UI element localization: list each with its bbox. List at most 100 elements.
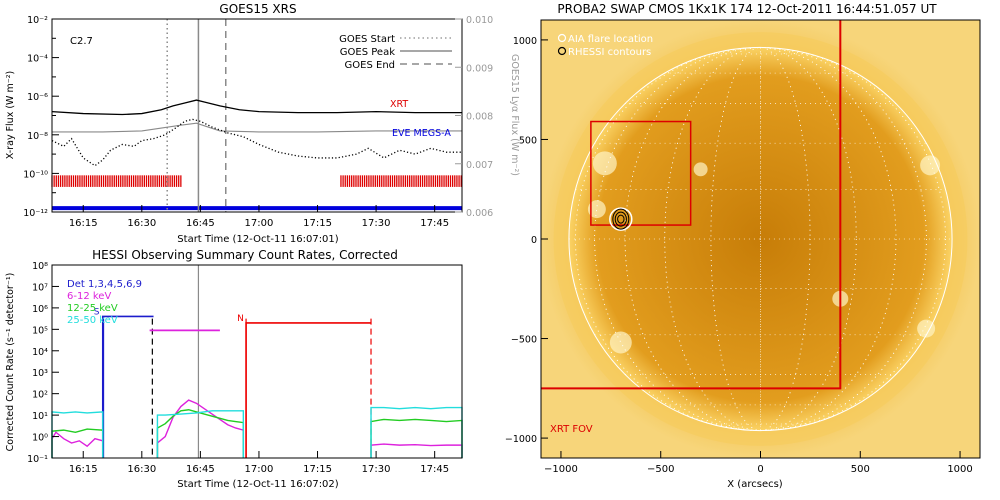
goes-xtick-label: 17:45 bbox=[420, 218, 449, 229]
hessi-ytick-label: 10³ bbox=[32, 368, 48, 379]
goes-short-line bbox=[52, 122, 462, 133]
hessi-xtick-label: 17:30 bbox=[362, 464, 391, 475]
swap-ytick-label: 1000 bbox=[513, 36, 537, 47]
goes-ylabel-right: GOES15 Lyα Flux (W m⁻²) bbox=[509, 54, 520, 176]
goes-xtick-label: 16:45 bbox=[186, 218, 215, 229]
hessi-legend-12-25: 12-25 keV bbox=[67, 303, 118, 314]
hessi-panel: HESSI Observing Summary Count Rates, Cor… bbox=[5, 248, 463, 490]
goes-xtick-label: 16:30 bbox=[127, 218, 156, 229]
goes-ytick-right-label: 0.008 bbox=[466, 112, 493, 123]
rhessi-contour bbox=[614, 211, 627, 227]
goes-plot-area: 10⁻¹² 10⁻¹⁰ 10⁻⁸ 10⁻⁶ 10⁻⁴ 10⁻² 0.006 0.007 0.00… bbox=[23, 15, 493, 229]
hessi-ytick-label: 10⁴ bbox=[32, 347, 48, 358]
hessi-plot-area: S N 10⁻¹ 10⁰ 10¹ 10² 10³ 10⁴ 10⁵ 10⁶ 10⁷ 10⁸ 16:15 16… bbox=[27, 261, 463, 475]
hessi-ytick-label: 10² bbox=[32, 390, 48, 401]
goes-panel: GOES15 XRS 10⁻¹² 10⁻¹⁰ 10⁻⁸ 10⁻⁶ 10⁻⁴ 10⁻² 0.0… bbox=[5, 2, 520, 245]
goes-legend: GOES Start GOES Peak GOES End bbox=[339, 34, 452, 71]
goes-xtick-label: 17:00 bbox=[245, 218, 274, 229]
hessi-ytick-label: 10⁸ bbox=[32, 261, 48, 272]
goes-ylabel: X-ray Flux (W m⁻²) bbox=[5, 71, 16, 160]
goes-class-label: C2.7 bbox=[70, 36, 93, 47]
hessi-ytick-label: 10⁶ bbox=[32, 304, 48, 315]
hessi-xtick-label: 17:45 bbox=[420, 464, 449, 475]
swap-image-area: −1000 −500 0 500 1000 −1000 −500 0 500 1000 bbox=[505, 19, 981, 475]
hessi-25-50-line bbox=[370, 406, 463, 458]
swap-xrt-fov-label: XRT FOV bbox=[550, 424, 593, 435]
swap-legend-aia-marker bbox=[557, 33, 567, 43]
swap-xtick-label: −1000 bbox=[544, 464, 578, 475]
hessi-xtick-label: 16:15 bbox=[69, 464, 98, 475]
swap-xtick-label: 500 bbox=[851, 464, 870, 475]
hessi-xtick-label: 17:15 bbox=[303, 464, 332, 475]
goes-legend-end: GOES End bbox=[345, 60, 395, 71]
goes-ytick-right-label: 0.010 bbox=[466, 15, 493, 26]
aia-flare-location bbox=[609, 207, 633, 231]
goes-xtick-label: 17:30 bbox=[362, 218, 391, 229]
goes-long-line bbox=[51, 99, 462, 116]
goes-ytick-label: 10⁻⁸ bbox=[27, 131, 48, 142]
swap-legend-rhessi-marker bbox=[557, 46, 567, 56]
swap-ytick-label: 500 bbox=[519, 135, 537, 146]
hessi-legend: Det 1,3,4,5,6,9 6-12 keV 12-25 keV 25-50… bbox=[67, 279, 142, 326]
hessi-title: HESSI Observing Summary Count Rates, Cor… bbox=[92, 248, 398, 262]
swap-ytick-label: −1000 bbox=[505, 434, 537, 445]
hessi-6-12-line bbox=[156, 399, 245, 458]
active-region bbox=[693, 162, 708, 177]
goes-ytick-right-label: 0.006 bbox=[466, 208, 493, 219]
hessi-ylabel: Corrected Count Rate (s⁻¹ detector⁻¹) bbox=[5, 273, 16, 452]
hessi-ytick-label: 10⁷ bbox=[32, 282, 48, 293]
hessi-xtick-label: 17:00 bbox=[245, 464, 274, 475]
hessi-6-12-line bbox=[370, 443, 463, 458]
active-region bbox=[917, 319, 936, 338]
swap-xtick-label: 0 bbox=[757, 464, 763, 475]
hessi-flag-n bbox=[245, 322, 372, 458]
hessi-xtick-label: 16:45 bbox=[186, 464, 215, 475]
goes-xrt-label: XRT bbox=[390, 99, 408, 110]
hessi-25-50-line bbox=[156, 410, 245, 458]
swap-ytick-label: 0 bbox=[531, 235, 537, 246]
aia-box bbox=[590, 120, 692, 226]
hessi-12-25-line bbox=[370, 418, 463, 458]
swap-legend-aia: AIA flare location bbox=[568, 34, 653, 45]
swap-xlabel: X (arcsecs) bbox=[727, 479, 783, 490]
swap-legend-rhessi: RHESSI contours bbox=[568, 47, 651, 58]
hessi-12-25-line bbox=[51, 428, 104, 458]
rhessi-contour bbox=[617, 214, 625, 224]
goes-ytick-label: 10⁻¹⁰ bbox=[23, 169, 48, 180]
sun-limb bbox=[568, 46, 953, 432]
hessi-flag-label: S bbox=[94, 307, 100, 317]
hessi-flag-s bbox=[101, 315, 154, 458]
goes-legend-peak: GOES Peak bbox=[340, 47, 395, 58]
swap-ytick-label: −500 bbox=[511, 335, 537, 346]
hessi-ytick-label: 10⁵ bbox=[32, 325, 48, 336]
rhessi-contour bbox=[612, 208, 630, 230]
active-region bbox=[587, 200, 606, 219]
goes-ytick-right-label: 0.009 bbox=[466, 63, 493, 74]
goes-ytick-label: 10⁻¹² bbox=[23, 208, 48, 219]
goes-xtick-label: 17:15 bbox=[303, 218, 332, 229]
xrt-fov-box bbox=[541, 20, 842, 390]
hessi-ytick-label: 10¹ bbox=[32, 411, 48, 422]
hessi-legend-6-12: 6-12 keV bbox=[67, 291, 111, 302]
hessi-12-25-line bbox=[156, 409, 245, 458]
hessi-ytick-label: 10⁻¹ bbox=[27, 454, 48, 465]
lya-line bbox=[51, 118, 462, 167]
hessi-legend-25-50: 25-50 keV bbox=[67, 315, 118, 326]
swap-xtick-label: 1000 bbox=[947, 464, 972, 475]
goes-legend-start: GOES Start bbox=[339, 34, 395, 45]
goes-ytick-label: 10⁻⁴ bbox=[27, 54, 48, 65]
swap-xtick-label: −500 bbox=[647, 464, 674, 475]
hessi-6-12-line bbox=[51, 431, 104, 458]
hessi-ytick-label: 10⁰ bbox=[32, 433, 48, 444]
goes-title: GOES15 XRS bbox=[219, 2, 296, 16]
hessi-xlabel: Start Time (12-Oct-11 16:07:02) bbox=[177, 479, 338, 490]
goes-ytick-label: 10⁻⁶ bbox=[27, 92, 48, 103]
goes-ytick-right-label: 0.007 bbox=[466, 160, 493, 171]
swap-legend: AIA flare location RHESSI contours bbox=[557, 33, 653, 58]
hessi-axes-frame bbox=[51, 264, 463, 459]
hessi-legend-det: Det 1,3,4,5,6,9 bbox=[67, 279, 142, 290]
goes-xlabel: Start Time (12-Oct-11 16:07:01) bbox=[177, 234, 338, 245]
goes-xtick-label: 16:15 bbox=[69, 218, 98, 229]
swap-title: PROBA2 SWAP CMOS 1Kx1K 174 12-Oct-2011 1… bbox=[557, 2, 937, 16]
